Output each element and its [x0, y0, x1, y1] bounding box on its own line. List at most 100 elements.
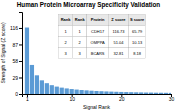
bar [89, 91, 93, 94]
bar [134, 92, 138, 94]
table-text: 32.81 [113, 51, 124, 56]
chart-svg: 11020300295887116RankProteinZ scoreS sco… [0, 0, 177, 111]
tick: 0 [15, 91, 22, 97]
table-cell-bg [73, 48, 87, 59]
x-axis-label: Signal Rank [83, 104, 110, 110]
bar [104, 91, 108, 94]
table-text: Protein [91, 17, 105, 22]
table-cell-bg [59, 48, 73, 59]
bar [164, 93, 168, 94]
table-text: 1 [64, 29, 67, 34]
bar [94, 91, 98, 94]
bar [55, 87, 59, 94]
table-text: Rank [75, 17, 86, 22]
bar [40, 80, 44, 94]
tick: 10 [69, 94, 75, 102]
axis-line [23, 95, 172, 98]
bar [109, 92, 113, 94]
bar [35, 75, 39, 94]
bar [159, 93, 163, 94]
table-cell: 51.04 [108, 37, 128, 48]
table-text: BCARS [91, 51, 105, 56]
table-cell: 32.81 [108, 48, 128, 59]
tick-label: 29 [12, 75, 18, 81]
bar [144, 93, 148, 94]
table-cell-bg [59, 26, 73, 37]
table-cell-bg [73, 14, 87, 25]
bar [50, 85, 54, 94]
table-text: Rank [61, 17, 72, 22]
table-cell: 8.18 [129, 48, 146, 59]
bar [70, 89, 74, 94]
tick: 20 [119, 94, 125, 102]
table-cell: CDH17 [87, 26, 109, 37]
table-cell: 3 [73, 48, 87, 59]
table-text: 65.79 [132, 29, 143, 34]
table-cell-bg [73, 26, 87, 37]
table-cell: BCARS [87, 48, 109, 59]
table-cell-bg [87, 26, 109, 37]
bar [99, 91, 103, 94]
bar [60, 88, 64, 94]
axis-line [19, 13, 23, 95]
table-header-cell: S score [129, 14, 146, 25]
table-cell-bg [129, 14, 146, 25]
table-cell: 10.13 [129, 37, 146, 48]
tick-mark [19, 94, 22, 95]
tick-label: 116 [10, 25, 18, 31]
table-text: Z score [111, 17, 126, 22]
table-header-cell: Protein [87, 14, 109, 25]
table-text: S score [130, 17, 145, 22]
table-cell-bg [108, 48, 128, 59]
tick-label: 1 [26, 96, 29, 102]
tick: 1 [26, 94, 29, 102]
chart-container: 11020300295887116RankProteinZ scoreS sco… [0, 0, 177, 111]
table-cell-bg [108, 14, 128, 25]
tick-label: 20 [119, 96, 125, 102]
bar [75, 90, 79, 94]
table-text: 8.18 [133, 51, 142, 56]
tick: 87 [12, 42, 22, 48]
y-axis-label: Strength of Signal (Z score) [0, 22, 6, 83]
bar [154, 93, 158, 94]
bar [25, 28, 29, 94]
tick: 30 [169, 94, 175, 102]
table-cell-bg [73, 37, 87, 48]
bar [139, 92, 143, 94]
table-text: 116.73 [113, 29, 126, 34]
table-cell-bg [129, 37, 146, 48]
table-text: 2 [79, 40, 82, 45]
table-cell-bg [129, 26, 146, 37]
bars [25, 28, 171, 94]
bar [65, 88, 69, 94]
tick-label: 0 [15, 91, 18, 97]
x-axis: 1 10 20 30 [23, 94, 175, 102]
plot-area: 11020300295887116RankProteinZ scoreS sco… [10, 13, 174, 103]
table-cell-bg [59, 14, 73, 25]
bar [169, 93, 171, 94]
bar [149, 93, 153, 94]
table-cell: 2 [73, 37, 87, 48]
tick-label: 10 [69, 96, 75, 102]
table-header-cell: Rank [73, 14, 87, 25]
title: Human Protein Microarray Specificity Val… [17, 1, 161, 9]
tick-mark [19, 28, 22, 29]
table-cell: OMPPA [87, 37, 109, 48]
tick-mark [19, 44, 22, 45]
y-axis: 0295887116 [10, 13, 22, 98]
table-text: 1 [79, 29, 82, 34]
table-cell-bg [108, 26, 128, 37]
tick-label: 30 [169, 96, 175, 102]
table-text: 51.04 [113, 40, 124, 45]
bar [119, 92, 123, 94]
tick: 116 [10, 25, 22, 31]
table-header-cell: Z score [108, 14, 128, 25]
bar [45, 83, 49, 94]
table-text: CDH17 [91, 29, 105, 34]
bar [79, 90, 83, 94]
bar [30, 65, 34, 94]
table-text: 3 [64, 51, 67, 56]
table-text: 10.13 [132, 40, 143, 45]
table-cell-bg [87, 14, 109, 25]
bar [114, 92, 118, 94]
